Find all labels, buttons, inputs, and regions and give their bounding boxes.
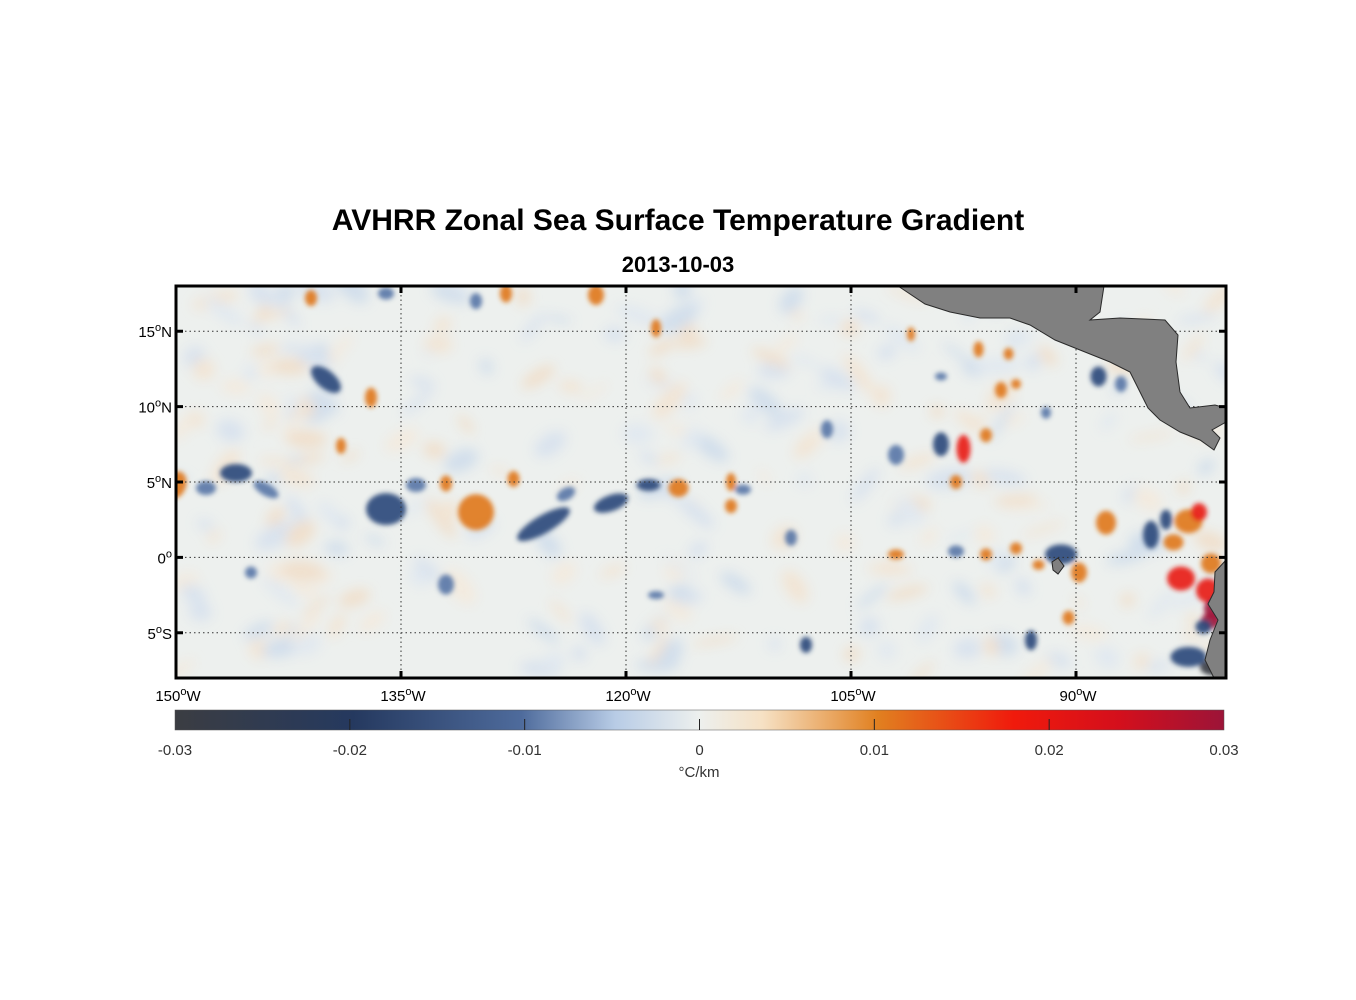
colorbar-tick-label: 0.03 <box>1209 742 1238 759</box>
land-south-america <box>1204 559 1226 678</box>
colorbar-tick-label: 0 <box>695 742 703 759</box>
colorbar-units: °C/km <box>678 764 720 781</box>
lon-label: 120oW <box>605 686 651 705</box>
lon-label: 90oW <box>1060 686 1098 705</box>
lon-label: 150oW <box>155 686 201 705</box>
lon-label: 135oW <box>380 686 426 705</box>
lat-label: 5oN <box>147 473 172 492</box>
colorbar-tick-label: -0.01 <box>508 742 542 759</box>
map-date: 2013-10-03 <box>621 252 735 277</box>
land-central-america <box>897 286 1226 451</box>
colorbar-tick-label: 0.02 <box>1035 742 1064 759</box>
lon-label: 105oW <box>830 686 876 705</box>
lat-label: 10oN <box>138 398 172 417</box>
colorbar-tick-label: 0.01 <box>860 742 889 759</box>
colorbar-ticks: -0.03 -0.02 -0.01 0 0.01 0.02 0.03 <box>158 719 1239 759</box>
map-title: AVHRR Zonal Sea Surface Temperature Grad… <box>331 204 1025 237</box>
axis-ticks <box>174 286 1226 678</box>
lat-label: 15oN <box>138 322 172 341</box>
colorbar-tick-label: -0.03 <box>158 742 192 759</box>
lat-label: 0o <box>158 548 172 567</box>
colorbar-tick-label: -0.02 <box>333 742 367 759</box>
land-galapagos <box>1051 557 1065 575</box>
axis-labels: 15oN 10oN 5oN 0o 5oS 150oW 135oW 120oW 105oW 90oW <box>138 322 1097 705</box>
lat-label: 5oS <box>148 624 172 643</box>
